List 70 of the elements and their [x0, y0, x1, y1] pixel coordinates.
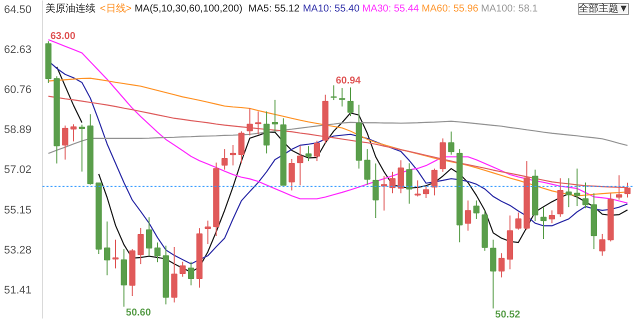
annotation: 50.60	[126, 308, 152, 319]
candlestick	[314, 140, 320, 162]
candlestick	[339, 88, 346, 107]
candlestick	[180, 261, 186, 278]
candlestick	[222, 148, 228, 170]
candlestick	[188, 261, 194, 286]
line-series	[48, 120, 628, 154]
candlestick	[288, 158, 295, 191]
candlestick	[498, 252, 505, 278]
y-tick-label: 62.63	[4, 44, 32, 56]
candlestick	[464, 200, 472, 232]
candlestick	[473, 200, 480, 220]
line-series	[48, 39, 628, 204]
candlestick	[330, 84, 337, 101]
candlestick	[171, 246, 178, 303]
chart-title: 美原油连续	[45, 2, 96, 14]
candlestick	[515, 212, 522, 230]
y-tick-label: 57.02	[4, 164, 32, 176]
candlestick	[78, 124, 86, 172]
candlestick	[204, 220, 211, 244]
text: MA10: 55.40	[302, 4, 360, 14]
candlestick	[263, 110, 270, 154]
annotation: 全部主题▼	[578, 2, 629, 14]
candlestick	[230, 144, 236, 166]
y-tick-label: 51.41	[4, 284, 32, 296]
y-tick-label: 53.28	[4, 244, 32, 256]
annotation: MA(5,10,30,60,100,200)	[134, 4, 242, 14]
candlestick	[548, 210, 556, 224]
candlestick	[112, 239, 119, 269]
candlestick	[104, 220, 110, 276]
y-tick-label: 64.50	[4, 4, 32, 16]
candlestick	[566, 178, 572, 208]
candlestick	[246, 108, 253, 136]
candlestick	[138, 227, 144, 265]
candlestick	[238, 130, 245, 164]
candlestick	[398, 160, 404, 194]
candlestick	[582, 182, 589, 209]
candlestick	[347, 86, 354, 117]
candlestick	[297, 145, 304, 186]
annotation: 63.00	[50, 31, 76, 42]
candlestick	[305, 146, 312, 162]
candlestick	[364, 148, 370, 186]
y-tick-label: 55.15	[4, 204, 32, 216]
candlestick	[255, 110, 262, 135]
text: MA30: 55.44	[362, 4, 420, 14]
chart-subtitle: <日线>	[100, 2, 132, 14]
candlestick	[431, 168, 438, 196]
candlestick	[540, 206, 547, 240]
candlestick	[372, 162, 379, 219]
candlestick	[574, 168, 580, 207]
candlestick	[154, 242, 161, 263]
candlestick	[62, 125, 68, 160]
candlestick	[272, 99, 278, 132]
candlestick	[389, 171, 396, 194]
text: MA5: 55.12	[248, 4, 300, 14]
text: MA100: 58.1	[481, 4, 538, 14]
candlestick	[599, 233, 606, 256]
candlestick	[146, 216, 152, 256]
annotation: 50.52	[495, 309, 521, 320]
y-tick-label: 58.89	[4, 124, 32, 136]
annotation: 60.94	[336, 75, 362, 86]
candlestick	[490, 239, 496, 309]
candlestick	[406, 162, 412, 204]
candlestick	[70, 124, 77, 142]
candlestick	[448, 131, 454, 156]
y-tick-label: 60.76	[4, 84, 32, 96]
candlestick	[380, 176, 388, 212]
candlestick	[422, 186, 430, 198]
candlestick	[414, 180, 421, 197]
text: MA60: 55.96	[422, 4, 479, 14]
